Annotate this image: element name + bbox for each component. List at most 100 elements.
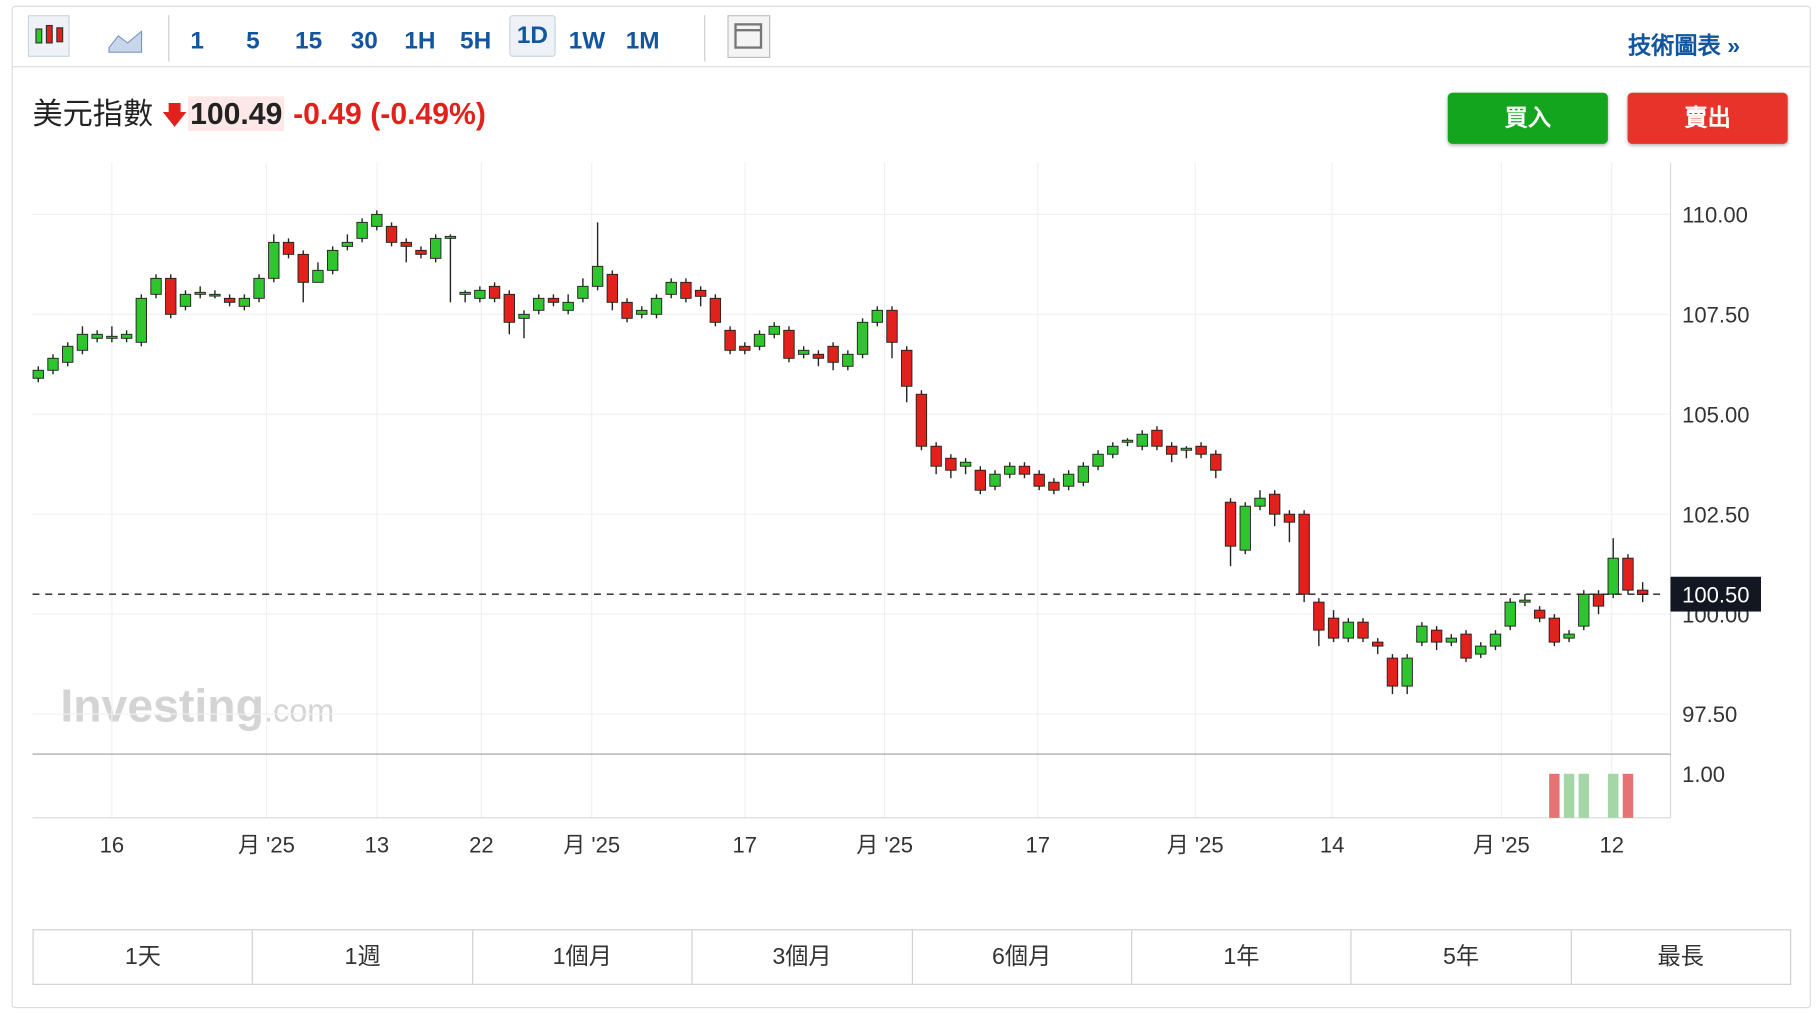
candle-body bbox=[1416, 625, 1428, 643]
candle-body bbox=[488, 285, 501, 299]
candle-body bbox=[503, 293, 515, 323]
candle-body bbox=[827, 345, 839, 363]
x-tick-label: 月 '25 bbox=[1167, 833, 1224, 858]
interval-button[interactable]: 5 bbox=[246, 27, 260, 55]
candle-body bbox=[1430, 629, 1443, 643]
candle-body bbox=[1578, 593, 1590, 627]
candle-body bbox=[1239, 505, 1251, 551]
candle-body bbox=[1548, 617, 1561, 643]
candle-body bbox=[120, 333, 133, 339]
indicator-bar bbox=[1563, 773, 1575, 818]
candle-body bbox=[326, 249, 339, 271]
candle-body bbox=[871, 309, 883, 323]
candle-body bbox=[1592, 593, 1605, 607]
quote-name: 美元指數 bbox=[32, 96, 154, 132]
y-tick-label: 110.00 bbox=[1682, 203, 1748, 228]
candle-body bbox=[1357, 621, 1369, 639]
x-tick-label: 月 '25 bbox=[1473, 833, 1530, 858]
buy-button[interactable]: 買入 bbox=[1447, 92, 1608, 144]
range-button[interactable]: 3個月 bbox=[693, 930, 913, 984]
interval-button[interactable]: 1 bbox=[190, 27, 204, 55]
range-button[interactable]: 1天 bbox=[34, 930, 254, 984]
candle-body bbox=[474, 289, 486, 299]
candle-body bbox=[91, 333, 103, 339]
interval-button[interactable]: 1D bbox=[509, 15, 556, 57]
candle-body bbox=[753, 333, 766, 347]
candle-body bbox=[518, 313, 530, 319]
range-button[interactable]: 1年 bbox=[1132, 930, 1352, 984]
candle-body bbox=[1401, 657, 1413, 687]
candle-body bbox=[1372, 641, 1384, 647]
candle-body bbox=[1283, 513, 1296, 523]
interval-button[interactable]: 30 bbox=[350, 27, 378, 55]
range-button[interactable]: 1個月 bbox=[473, 930, 693, 984]
candle-body bbox=[223, 297, 236, 303]
candle-body bbox=[1342, 621, 1354, 639]
candle-body bbox=[1607, 557, 1619, 595]
candle-body bbox=[1033, 473, 1045, 487]
candle-body bbox=[621, 301, 633, 319]
x-tick-label: 13 bbox=[365, 833, 390, 858]
candle-body bbox=[1165, 445, 1178, 455]
candle-body bbox=[1254, 497, 1266, 507]
indicator-bar bbox=[1549, 773, 1560, 818]
candle-body bbox=[1180, 447, 1193, 451]
candle-body bbox=[1622, 557, 1634, 591]
indicator-bar bbox=[1608, 773, 1619, 818]
candle-body bbox=[959, 461, 972, 467]
range-button[interactable]: 最長 bbox=[1657, 944, 1704, 970]
candle-body bbox=[1048, 481, 1060, 491]
candle-body bbox=[724, 329, 736, 351]
candle-body bbox=[1077, 465, 1090, 483]
candle-body bbox=[1062, 473, 1075, 487]
y-tick-label: 102.50 bbox=[1682, 502, 1749, 527]
candle-body bbox=[459, 291, 471, 295]
candle-body bbox=[930, 445, 942, 467]
candle-body bbox=[709, 297, 722, 323]
range-button[interactable]: 1週 bbox=[253, 930, 474, 984]
candle-body bbox=[1504, 601, 1516, 627]
line-icon[interactable] bbox=[107, 22, 149, 57]
down-arrow: 🡇 bbox=[161, 100, 188, 130]
candle-body bbox=[430, 237, 442, 259]
candle-body bbox=[1475, 645, 1487, 655]
y-tick-label: 97.50 bbox=[1682, 702, 1737, 727]
interval-button[interactable]: 1H bbox=[404, 27, 436, 55]
tech-chart-link[interactable]: 技術圖表 » bbox=[1627, 33, 1741, 60]
candle-body bbox=[1151, 429, 1163, 447]
interval-button[interactable]: 1W bbox=[568, 27, 606, 55]
range-button[interactable]: 5年 bbox=[1352, 930, 1572, 984]
candle-body bbox=[1018, 465, 1031, 475]
candle-body bbox=[1519, 599, 1531, 603]
toolbar: 技術圖表 » 1 5 15 30 1H 5H 1D 1W 1M bbox=[11, 6, 1810, 68]
interval-button[interactable]: 1M bbox=[625, 27, 660, 55]
candle-body bbox=[1121, 439, 1134, 443]
candle-body bbox=[1136, 433, 1148, 447]
interval-button[interactable]: 5H bbox=[460, 27, 492, 55]
candle-body bbox=[606, 273, 619, 303]
candle-body bbox=[915, 393, 928, 447]
range-button[interactable]: 6個月 bbox=[912, 930, 1133, 984]
sell-button[interactable]: 賣出 bbox=[1627, 92, 1788, 144]
candle-body bbox=[1445, 637, 1458, 643]
watermark: Investing.com bbox=[60, 680, 334, 732]
candle-body bbox=[562, 301, 574, 311]
layout-icon[interactable] bbox=[727, 15, 771, 59]
candle-body bbox=[842, 353, 854, 367]
candle-body bbox=[371, 213, 383, 227]
candle-body bbox=[1489, 633, 1502, 647]
candle-body bbox=[62, 345, 74, 363]
quote-price: 100.49 bbox=[187, 96, 285, 132]
candle-body bbox=[341, 241, 354, 247]
candle-body bbox=[444, 235, 457, 239]
candle-body bbox=[547, 297, 560, 303]
candle-body bbox=[1195, 445, 1207, 455]
watermark-brand: Investing bbox=[60, 680, 264, 732]
candle-icon[interactable] bbox=[27, 15, 74, 61]
candle-body bbox=[179, 293, 192, 307]
candle-body bbox=[680, 281, 692, 299]
interval-button[interactable]: 15 bbox=[295, 27, 323, 55]
candle-body bbox=[150, 277, 162, 295]
